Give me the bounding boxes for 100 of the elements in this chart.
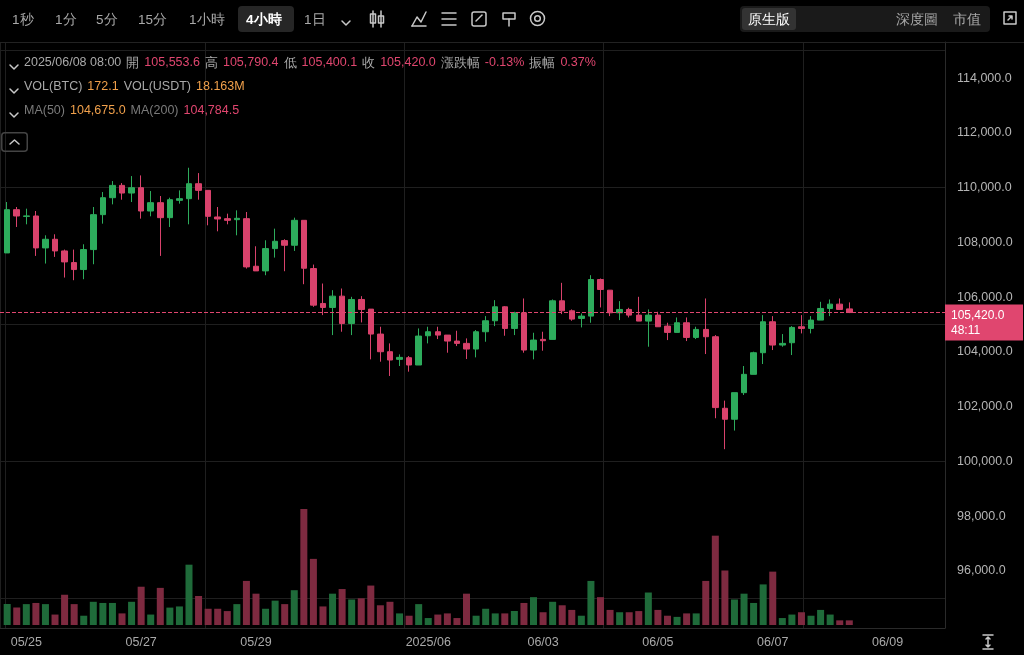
bar [759, 584, 767, 625]
bar [501, 613, 509, 625]
candlestick [769, 315, 776, 351]
bar [290, 590, 298, 625]
bar [281, 604, 289, 625]
candlestick [808, 315, 814, 334]
bar [252, 593, 260, 625]
candlestick [119, 182, 125, 201]
bar [692, 613, 700, 625]
candlestick [511, 311, 518, 336]
text: 1秒 [12, 11, 34, 29]
annotation: 105,790.4 [222, 55, 279, 71]
candlestick [52, 233, 58, 258]
bar [587, 580, 595, 625]
candlestick [750, 351, 757, 375]
text: 1日 [304, 11, 326, 29]
bar [300, 509, 308, 625]
x-tick-label: 2025/06 [405, 634, 451, 649]
bar [22, 604, 30, 625]
bar [128, 601, 136, 625]
bar [80, 615, 88, 625]
bar [118, 613, 126, 625]
bar [740, 593, 748, 625]
annotation: MA(50) [24, 103, 65, 117]
y-tick-label: 112,000.0 [957, 125, 1012, 140]
bar [376, 605, 384, 625]
candlestick [61, 249, 68, 279]
annotation: 高 [204, 55, 218, 72]
candlestick [224, 213, 231, 225]
candlestick [42, 234, 49, 265]
candlestick [281, 238, 288, 272]
bar [242, 580, 250, 625]
bar [549, 601, 557, 625]
bar [520, 602, 528, 625]
bar [108, 602, 116, 625]
text: 5分 [96, 11, 118, 29]
bar [396, 613, 404, 625]
bar [702, 580, 710, 625]
candlestick [310, 264, 317, 308]
candlestick [147, 190, 154, 217]
candlestick [482, 315, 489, 343]
candlestick [406, 355, 412, 373]
annotation: 172.1 [87, 79, 119, 93]
bar [386, 601, 394, 625]
candlestick [463, 337, 470, 360]
bar [769, 571, 777, 625]
candlestick [186, 167, 192, 225]
candlestick [301, 219, 307, 285]
bar [845, 620, 853, 625]
bar [70, 604, 78, 625]
candlestick [80, 243, 87, 280]
bar [807, 615, 815, 625]
annotation: 低 [283, 55, 297, 72]
bar [319, 606, 327, 625]
text: 1分 [55, 11, 77, 29]
annotation: 漲跌幅 [440, 55, 480, 72]
annotation: 105,553.6 [144, 55, 200, 71]
y-tick-label: 100,000.0 [957, 453, 1013, 468]
candlestick [760, 314, 766, 365]
y-tick-label: 114,000.0 [957, 70, 1012, 85]
candlestick [425, 326, 431, 344]
bar [443, 613, 451, 625]
candlestick [214, 206, 221, 232]
candlestick [549, 298, 556, 340]
candlestick [205, 189, 211, 226]
bar [530, 597, 538, 625]
candlestick [588, 274, 594, 324]
x-tick-label: 05/27 [125, 634, 157, 649]
text: 15分 [138, 11, 168, 29]
bar [424, 618, 432, 625]
bar [635, 611, 643, 625]
bar [434, 614, 442, 625]
y-tick-label: 108,000.0 [957, 234, 1013, 249]
candlestick [789, 325, 795, 356]
candlestick [13, 206, 20, 228]
bar [166, 607, 174, 625]
annotation: 2025/06/08 08:00 [24, 55, 122, 71]
annotation: 18.163M [196, 79, 245, 93]
annotation: MA(200) [130, 103, 179, 117]
candlestick [157, 195, 164, 257]
candlestick [827, 298, 833, 317]
annotation: 收 [362, 55, 376, 72]
candlestick [616, 300, 623, 321]
candlestick [798, 314, 805, 334]
candlestick [664, 322, 671, 341]
bar [147, 614, 155, 625]
bar [32, 602, 40, 625]
x-tick-label: 05/25 [10, 634, 42, 649]
candlestick [377, 326, 384, 363]
candlestick [4, 201, 10, 254]
bar [797, 612, 805, 625]
bar [577, 615, 585, 625]
x-tick-label: 06/03 [527, 634, 559, 649]
bar [41, 604, 49, 625]
bar [309, 558, 317, 625]
bar [262, 608, 270, 625]
bar [616, 612, 624, 625]
text: 深度圖 [896, 11, 938, 29]
candlestick [195, 172, 202, 201]
candlestick [578, 312, 585, 328]
